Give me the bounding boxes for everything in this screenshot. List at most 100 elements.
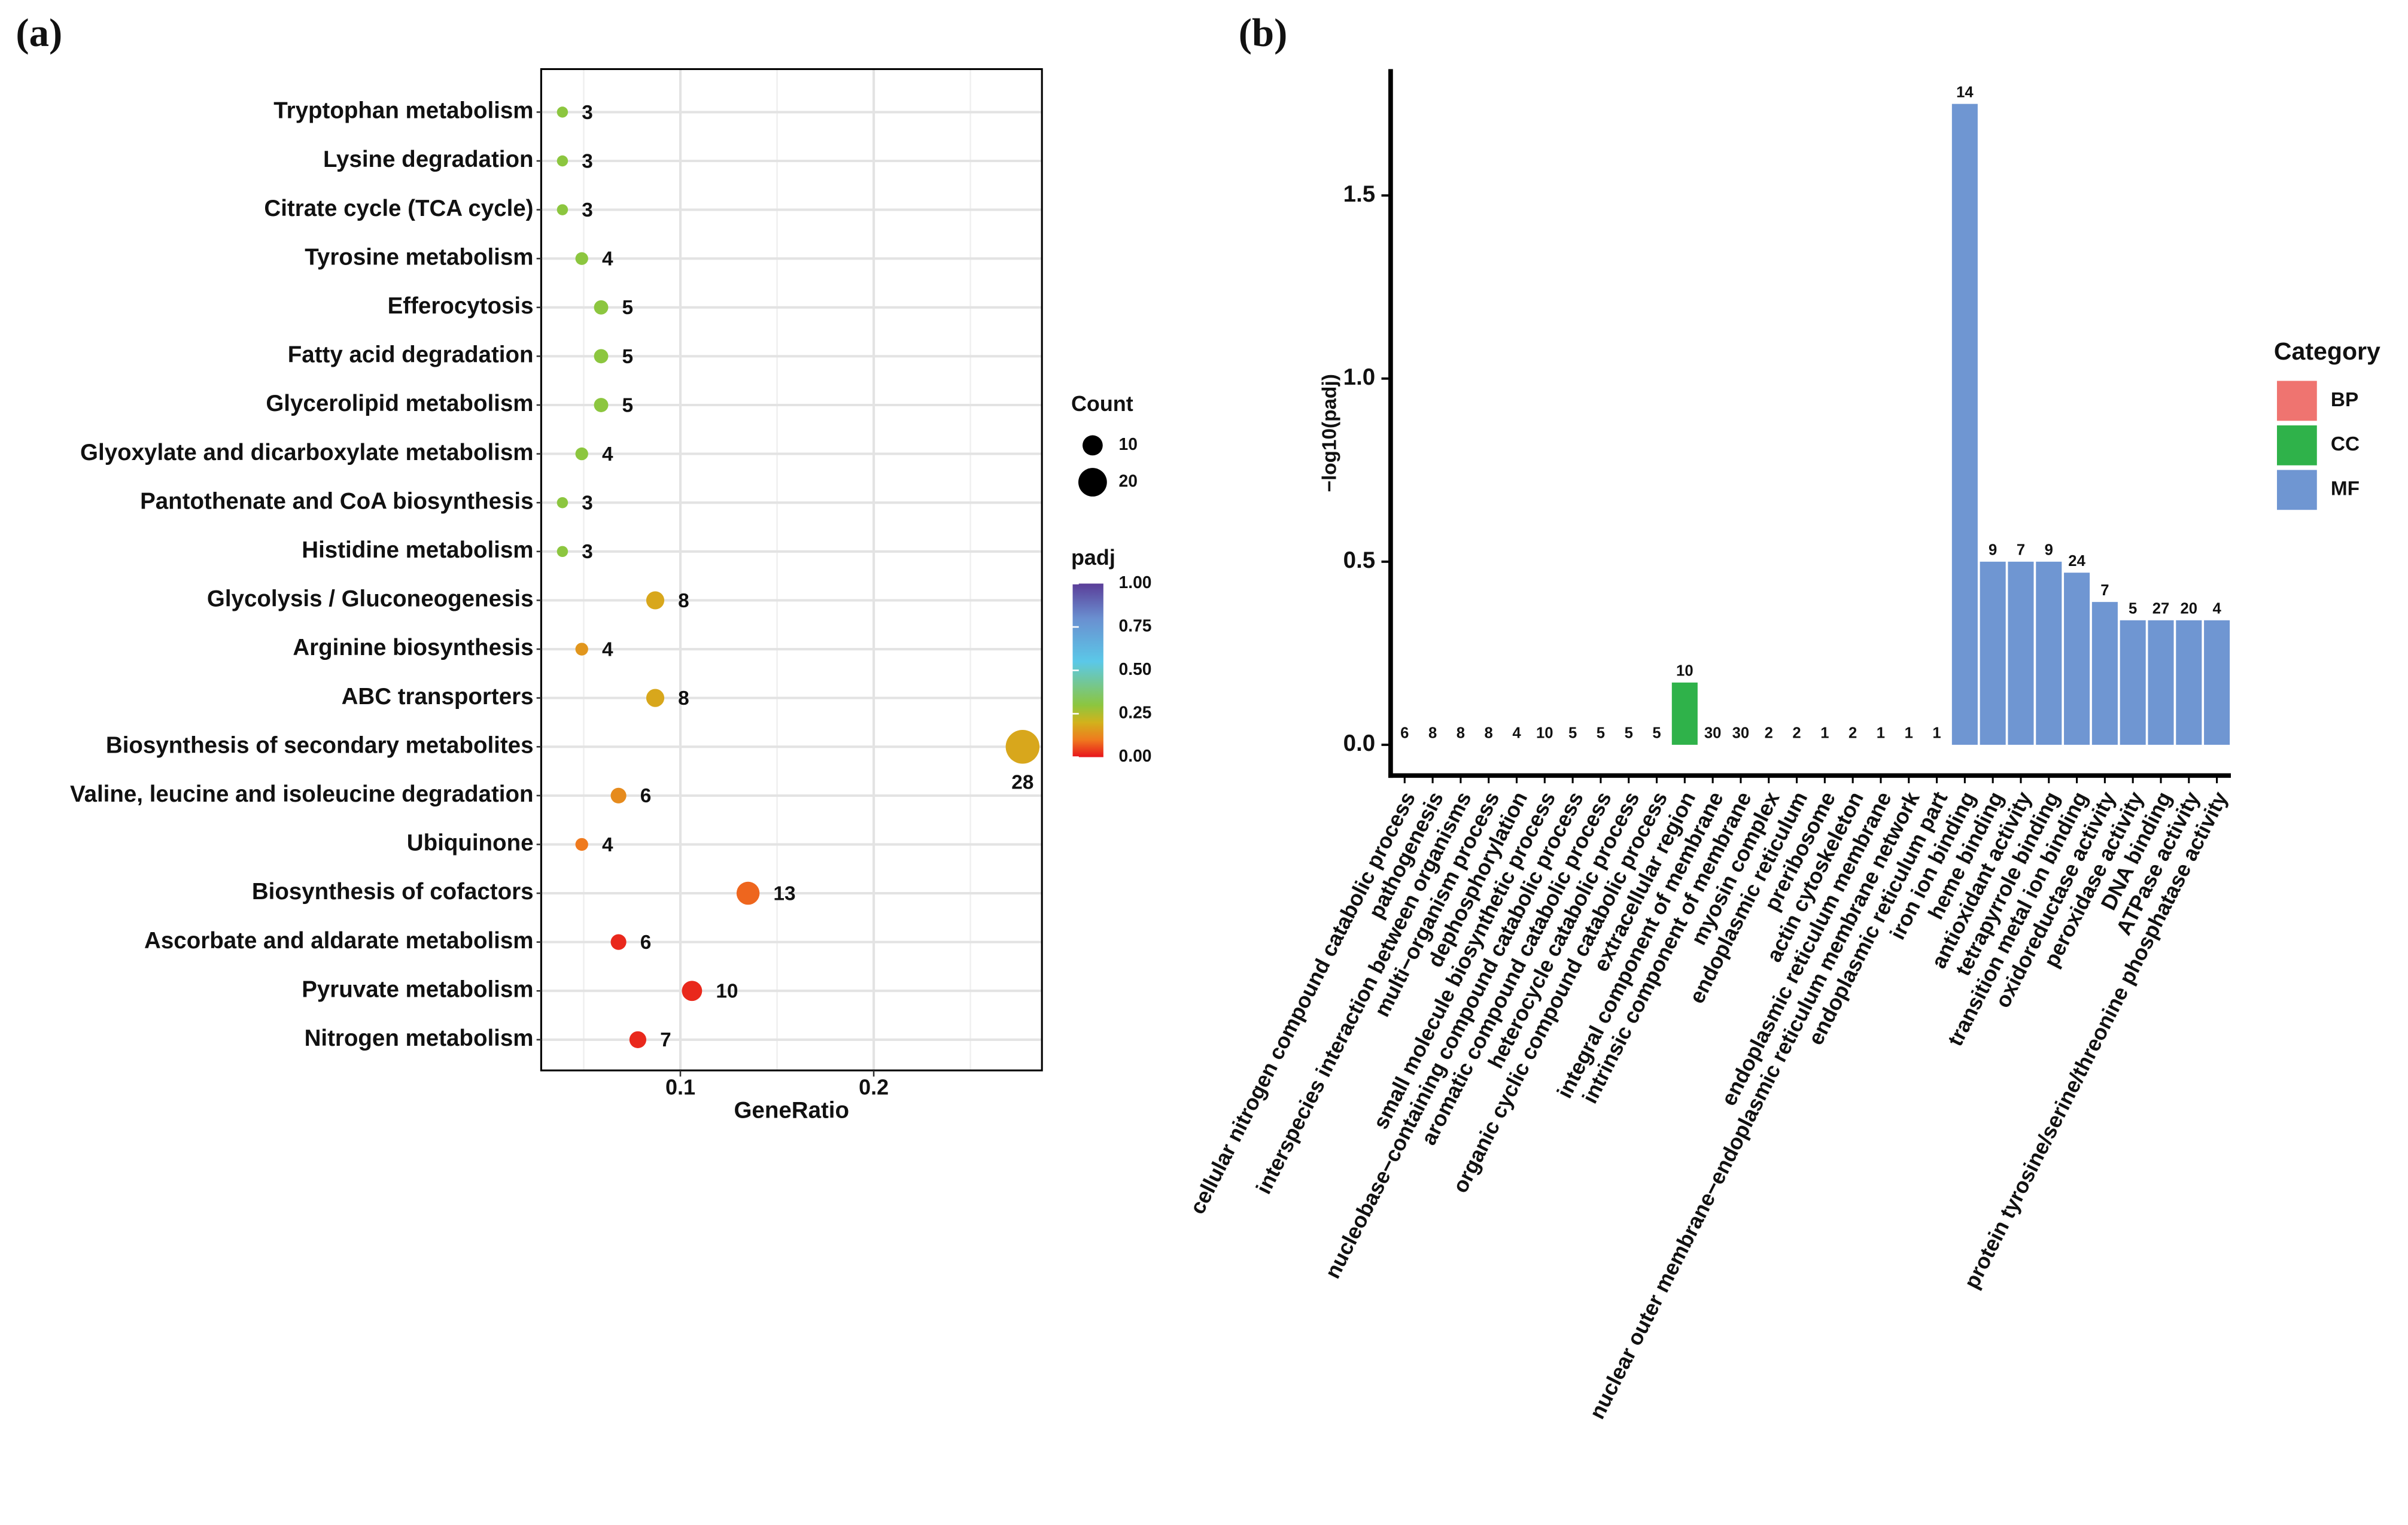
count-label: 3 (582, 541, 593, 563)
colorbar-label: 0.25 (1119, 702, 1152, 722)
count-label: 4 (1512, 725, 1521, 742)
count-label: 8 (1457, 725, 1465, 742)
count-label: 8 (1428, 725, 1437, 742)
bubble (736, 881, 760, 905)
plot-border (540, 68, 1043, 1072)
y-axis-title: −log10(padj) (1319, 374, 1341, 492)
legend-bubble (1078, 468, 1107, 497)
legend-label: 10 (1119, 434, 1138, 453)
y-tick-label: Lysine degradation (323, 147, 534, 172)
legend-label: CC (2331, 433, 2360, 455)
count-label: 5 (622, 346, 634, 368)
bar (2064, 573, 2090, 745)
y-tick-label: Nitrogen metabolism (305, 1025, 534, 1051)
bubble (557, 106, 568, 118)
count-label: 4 (602, 638, 613, 660)
y-tick-label: Tryptophan metabolism (273, 98, 533, 124)
y-tick-label: Glycerolipid metabolism (266, 391, 533, 416)
bubble (629, 1031, 647, 1048)
bubble (682, 981, 703, 1002)
count-label: 10 (1536, 725, 1553, 742)
bubble (646, 591, 665, 610)
count-label: 2 (1792, 725, 1801, 742)
y-tick-label: Citrate cycle (TCA cycle) (264, 196, 533, 221)
count-label: 9 (1989, 542, 1997, 559)
count-label: 1 (1905, 725, 1913, 742)
colorbar-label: 0.00 (1119, 746, 1152, 765)
count-label: 2 (1848, 725, 1857, 742)
x-tick-label: 0.2 (859, 1074, 889, 1099)
y-tick-label: 0.0 (1343, 730, 1376, 756)
count-label: 3 (582, 492, 593, 515)
count-label: 4 (602, 834, 613, 856)
y-tick-label: Ubiquinone (407, 830, 534, 856)
count-label: 5 (1652, 725, 1661, 742)
count-label: 13 (773, 882, 795, 905)
bubble (575, 838, 588, 851)
y-tick-label: Glyoxylate and dicarboxylate metabolism (80, 440, 533, 465)
count-label: 4 (602, 248, 613, 270)
count-label: 1 (1877, 725, 1885, 742)
y-tick-label: 1.5 (1343, 181, 1376, 207)
count-label: 10 (716, 981, 738, 1003)
count-label: 8 (678, 590, 689, 612)
count-label: 7 (2017, 542, 2025, 559)
bar (1951, 104, 1978, 745)
y-tick-label: 0.5 (1343, 547, 1376, 573)
legend-label: MF (2331, 478, 2360, 500)
count-label: 10 (1676, 663, 1693, 680)
count-label: 7 (660, 1029, 671, 1051)
count-label: 1 (1932, 725, 1941, 742)
count-label: 28 (1011, 772, 1033, 794)
plot-area (541, 69, 1042, 1071)
legend-title: Category (2274, 337, 2380, 365)
y-tick-label: Arginine biosynthesis (293, 635, 533, 660)
legend-bubble (1083, 435, 1103, 456)
legend-swatch (2277, 425, 2317, 465)
legend-label: BP (2331, 389, 2358, 411)
bubble (594, 300, 609, 315)
y-tick-label: ABC transporters (342, 684, 534, 710)
legend-swatch (2277, 470, 2317, 510)
bar (2036, 561, 2062, 745)
count-label: 1 (1820, 725, 1829, 742)
count-label: 14 (1956, 84, 1974, 101)
y-tick-label: Efferocytosis (388, 293, 534, 319)
bubble (646, 689, 665, 707)
legend-title: Count (1071, 391, 1133, 416)
count-label: 30 (1704, 725, 1722, 742)
bubble (575, 252, 588, 265)
colorbar-label: 0.50 (1119, 659, 1152, 678)
count-label: 5 (622, 394, 634, 416)
bar (2204, 620, 2230, 745)
bubble (594, 398, 609, 412)
count-label: 5 (2129, 601, 2137, 617)
legend-swatch (2277, 381, 2317, 421)
y-tick-label: Glycolysis / Gluconeogenesis (207, 586, 534, 612)
count-label: 4 (602, 443, 613, 465)
count-label: 5 (622, 297, 634, 319)
bubble (575, 643, 588, 656)
y-tick-label: Biosynthesis of secondary metabolites (106, 732, 534, 758)
bar (2091, 602, 2118, 745)
bubble (1005, 729, 1040, 764)
bubble (557, 155, 568, 167)
count-label: 30 (1732, 725, 1750, 742)
x-axis-title: GeneRatio (734, 1098, 849, 1124)
count-label: 6 (640, 932, 652, 954)
count-label: 9 (2045, 542, 2053, 559)
legend-label: 20 (1119, 471, 1138, 490)
panel-label: (b) (1239, 11, 1288, 55)
bar (2176, 620, 2202, 745)
bar (2120, 620, 2146, 745)
y-tick-label: Pyruvate metabolism (302, 976, 533, 1002)
bubble (557, 497, 568, 509)
count-label: 3 (582, 199, 593, 221)
legend-title: padj (1071, 545, 1115, 570)
bubble (610, 934, 627, 950)
x-tick-label: 0.1 (665, 1074, 695, 1099)
bubble (594, 349, 609, 364)
count-label: 5 (1597, 725, 1605, 742)
bar (1980, 561, 2006, 745)
